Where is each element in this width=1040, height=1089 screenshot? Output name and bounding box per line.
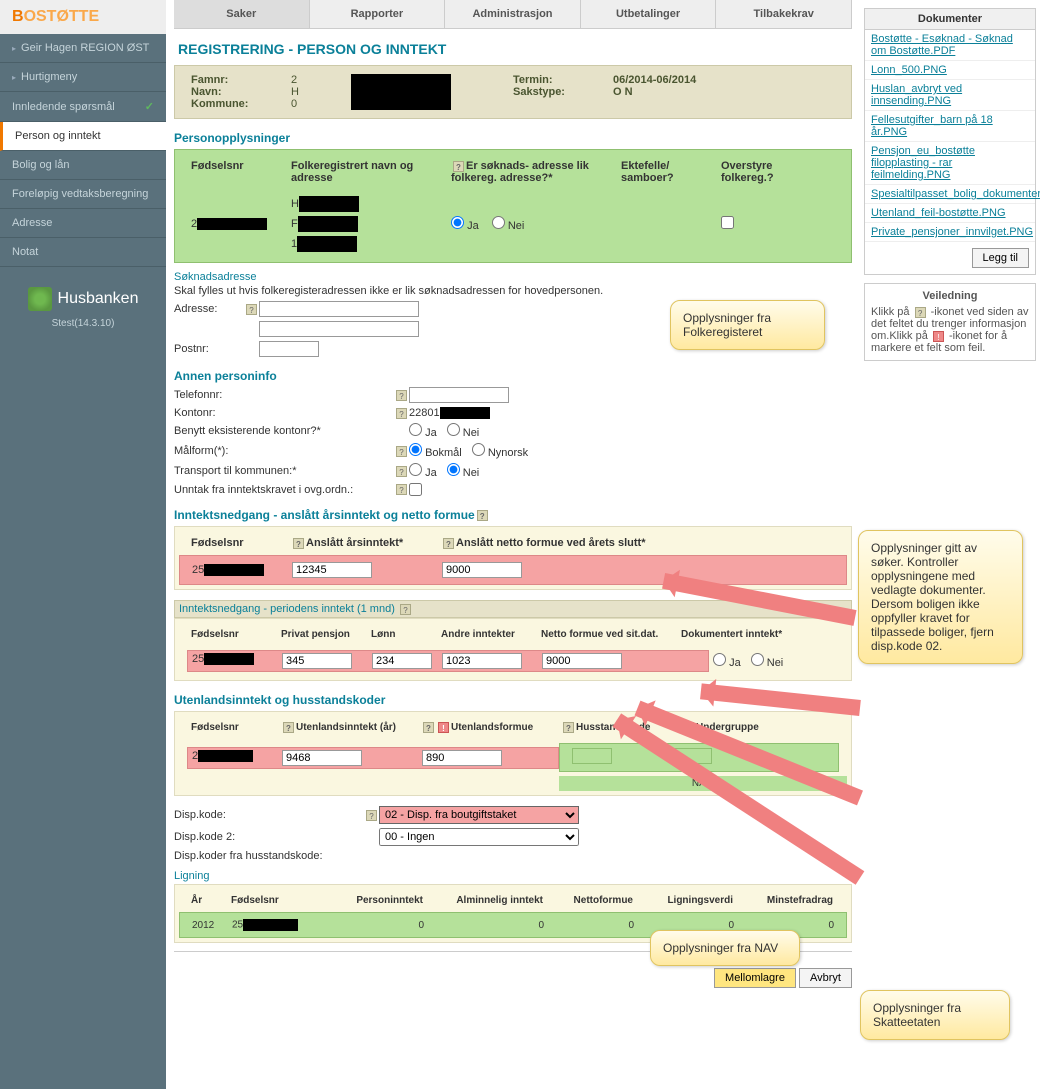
- input-utinntekt[interactable]: [282, 750, 362, 766]
- soknadsadresse-note: Skal fylles ut hvis folkeregisteradresse…: [174, 285, 852, 297]
- help-icon[interactable]: ?: [396, 408, 407, 419]
- app-logo: BOSTØTTE: [0, 0, 166, 34]
- sidebar-item-bolig[interactable]: Bolig og lån: [0, 151, 166, 180]
- help-icon: ?: [915, 307, 926, 318]
- checkbox-unntak[interactable]: [409, 483, 422, 496]
- callout-skatt: Opplysninger fra Skatteetaten: [860, 990, 1010, 1040]
- input-postnr[interactable]: [259, 341, 319, 357]
- tab-tilbakekrav[interactable]: Tilbakekrav: [716, 0, 852, 28]
- doc-link[interactable]: Spesialtilpasset_bolig_dokumenter.PNG: [865, 185, 1035, 204]
- doc-link[interactable]: Pensjon_eu_bostøtte filopplasting - rar …: [865, 142, 1035, 185]
- husbanken-logo: Husbanken Stest(14.3.10): [0, 267, 166, 349]
- doc-link[interactable]: Lonn_500.PNG: [865, 61, 1035, 80]
- doc-link[interactable]: Huslan_avbryt ved innsending.PNG: [865, 80, 1035, 111]
- section-ligning: Ligning: [174, 870, 852, 882]
- help-icon[interactable]: ?: [443, 538, 454, 549]
- sidebar-item-vedtak[interactable]: Foreløpig vedtaksberegning: [0, 180, 166, 209]
- radio-transport-nei[interactable]: Nei: [447, 467, 480, 479]
- doc-link[interactable]: Bostøtte - Esøknad - Søknad om Bostøtte.…: [865, 30, 1035, 61]
- avbryt-button[interactable]: Avbryt: [799, 968, 852, 988]
- help-icon[interactable]: ?: [400, 604, 411, 615]
- help-icon[interactable]: ?: [396, 446, 407, 457]
- sidebar-user[interactable]: Geir Hagen REGION ØST: [0, 34, 166, 63]
- radio-soknadsadr-ja[interactable]: Ja: [451, 220, 479, 232]
- tab-administrasjon[interactable]: Administrasjon: [445, 0, 581, 28]
- radio-soknadsadr-nei[interactable]: Nei: [492, 220, 525, 232]
- tab-rapporter[interactable]: Rapporter: [310, 0, 446, 28]
- section-personopplysninger: Personopplysninger: [174, 131, 852, 145]
- input-adresse[interactable]: [259, 301, 419, 317]
- input-privatpensjon[interactable]: [282, 653, 352, 669]
- sidebar-item-notat[interactable]: Notat: [0, 238, 166, 267]
- inntekt2-row: 25 Ja Nei: [179, 646, 847, 676]
- help-icon[interactable]: ?: [366, 810, 377, 821]
- input-lonn[interactable]: [372, 653, 432, 669]
- help-icon[interactable]: ?: [453, 161, 464, 172]
- sidebar-item-innledende[interactable]: Innledende spørsmål: [0, 92, 166, 122]
- husbanken-icon: [28, 287, 52, 311]
- leggtil-button[interactable]: Legg til: [972, 248, 1029, 268]
- section-inntekt1: Inntektsnedgang - anslått årsinntekt og …: [174, 508, 852, 522]
- page-title: REGISTRERING - PERSON OG INNTEKT: [174, 29, 852, 65]
- doc-link[interactable]: Utenland_feil-bostøtte.PNG: [865, 204, 1035, 223]
- select-dispkode2[interactable]: 00 - Ingen: [379, 828, 579, 846]
- help-icon[interactable]: ?: [396, 390, 407, 401]
- doc-link[interactable]: Fellesutgifter_barn på 18 år.PNG: [865, 111, 1035, 142]
- help-icon[interactable]: ?: [293, 538, 304, 549]
- input-utformue[interactable]: [422, 750, 502, 766]
- sidebar: BOSTØTTE Geir Hagen REGION ØST Hurtigmen…: [0, 0, 166, 1089]
- radio-kontonr-ja[interactable]: Ja: [409, 427, 437, 439]
- tab-saker[interactable]: Saker: [174, 0, 310, 28]
- input-adresse2[interactable]: [259, 321, 419, 337]
- input-arsinntekt[interactable]: [292, 562, 372, 578]
- error-icon[interactable]: !: [438, 722, 449, 733]
- callout-soker: Opplysninger gitt av søker. Kontroller o…: [858, 530, 1023, 664]
- radio-transport-ja[interactable]: Ja: [409, 467, 437, 479]
- tab-bar: Saker Rapporter Administrasjon Utbetalin…: [174, 0, 852, 29]
- sidebar-item-adresse[interactable]: Adresse: [0, 209, 166, 238]
- inntekt1-row: 25: [179, 555, 847, 585]
- doc-link[interactable]: Private_pensjoner_innvilget.PNG: [865, 223, 1035, 242]
- veiledning-box: Veiledning Klikk på ? -ikonet ved siden …: [864, 283, 1036, 361]
- section-soknadsadresse: Søknadsadresse: [174, 271, 852, 283]
- radio-bokmal[interactable]: Bokmål: [409, 447, 462, 459]
- help-icon[interactable]: ?: [477, 510, 488, 521]
- section-annen: Annen personinfo: [174, 369, 852, 383]
- sidebar-item-person[interactable]: Person og inntekt: [0, 122, 166, 151]
- help-icon[interactable]: ?: [246, 304, 257, 315]
- help-icon[interactable]: ?: [283, 722, 294, 733]
- radio-dok-nei[interactable]: Nei: [751, 657, 784, 669]
- select-dispkode[interactable]: 02 - Disp. fra boutgiftstaket: [379, 806, 579, 824]
- input-telefon[interactable]: [409, 387, 509, 403]
- sidebar-quickmenu[interactable]: Hurtigmeny: [0, 63, 166, 92]
- help-icon[interactable]: ?: [423, 722, 434, 733]
- documents-box: Dokumenter Bostøtte - Esøknad - Søknad o…: [864, 8, 1036, 275]
- checkbox-overstyre[interactable]: [721, 216, 734, 229]
- input-sitdat[interactable]: [542, 653, 622, 669]
- help-icon[interactable]: ?: [563, 722, 574, 733]
- error-icon: !: [933, 331, 944, 342]
- radio-kontonr-nei[interactable]: Nei: [447, 427, 480, 439]
- input-nettoformue[interactable]: [442, 562, 522, 578]
- radio-dok-ja[interactable]: Ja: [713, 657, 741, 669]
- case-info-box: Famnr:2 Navn:H Kommune:0 Termin:06/2014-…: [174, 65, 852, 119]
- callout-folkereg: Opplysninger fra Folkeregisteret: [670, 300, 825, 350]
- tab-utbetalinger[interactable]: Utbetalinger: [581, 0, 717, 28]
- callout-nav: Opplysninger fra NAV: [650, 930, 800, 966]
- person-table: Fødselsnr Folkeregistrert navn og adress…: [174, 149, 852, 263]
- help-icon[interactable]: ?: [396, 466, 407, 477]
- radio-nynorsk[interactable]: Nynorsk: [472, 447, 528, 459]
- help-icon[interactable]: ?: [396, 484, 407, 495]
- mellomlagre-button[interactable]: Mellomlagre: [714, 968, 796, 988]
- input-andre[interactable]: [442, 653, 522, 669]
